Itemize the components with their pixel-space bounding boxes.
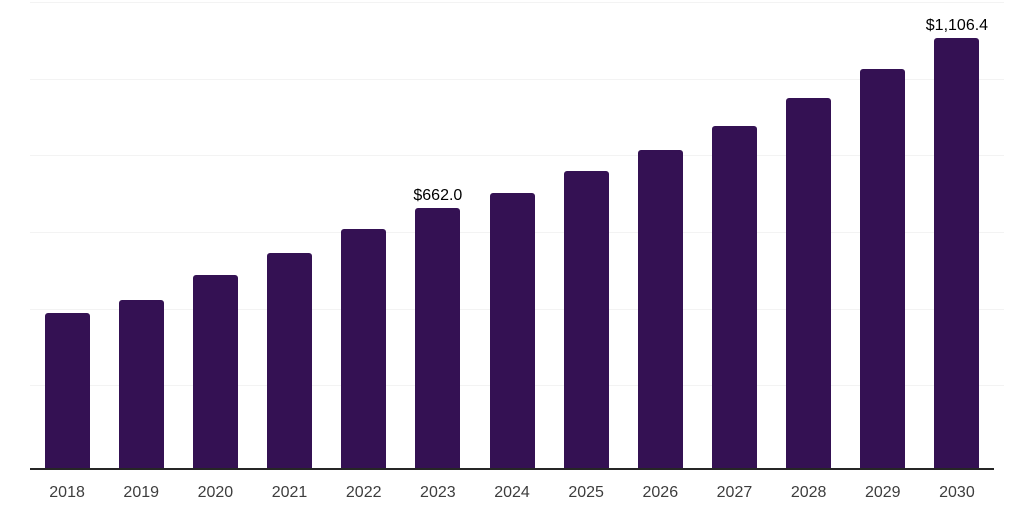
x-tick-label-2023: 2023 — [420, 484, 456, 501]
bar-2020[interactable] — [192, 275, 238, 470]
bar-2024[interactable] — [489, 193, 535, 470]
gridline-1000 — [30, 78, 1004, 80]
bar-2028[interactable] — [786, 98, 832, 470]
x-tick-label-2018: 2018 — [49, 484, 85, 501]
x-tick-label-2028: 2028 — [790, 484, 827, 501]
bar-2023[interactable] — [415, 208, 461, 470]
gridline-1200 — [30, 1, 1004, 3]
bar-2030[interactable] — [934, 37, 980, 470]
bar-2022[interactable] — [341, 228, 387, 470]
x-tick-label-2025: 2025 — [568, 484, 604, 501]
bar-2027[interactable] — [711, 125, 757, 470]
bar-2025[interactable] — [563, 171, 609, 470]
x-tick-label-2024: 2024 — [494, 484, 530, 501]
bar-2018[interactable] — [44, 312, 90, 470]
x-tick-label-2027: 2027 — [716, 484, 753, 501]
x-tick-label-2030: 2030 — [939, 484, 975, 501]
x-tick-label-2020: 2020 — [197, 484, 234, 501]
x-axis-line — [30, 468, 994, 470]
gridline-800 — [30, 155, 1004, 157]
bar-2029[interactable] — [860, 68, 906, 470]
x-tick-label-2026: 2026 — [642, 484, 679, 501]
data-label-2030: $1,106.4 — [925, 16, 989, 34]
bar-2026[interactable] — [637, 149, 683, 470]
x-tick-label-2029: 2029 — [864, 484, 901, 501]
x-tick-label-2022: 2022 — [345, 484, 382, 501]
bar-2021[interactable] — [267, 252, 313, 470]
bar-2019[interactable] — [118, 300, 164, 470]
data-label-2023: $662.0 — [413, 187, 463, 205]
x-tick-label-2019: 2019 — [123, 484, 160, 501]
x-tick-label-2021: 2021 — [271, 484, 308, 501]
